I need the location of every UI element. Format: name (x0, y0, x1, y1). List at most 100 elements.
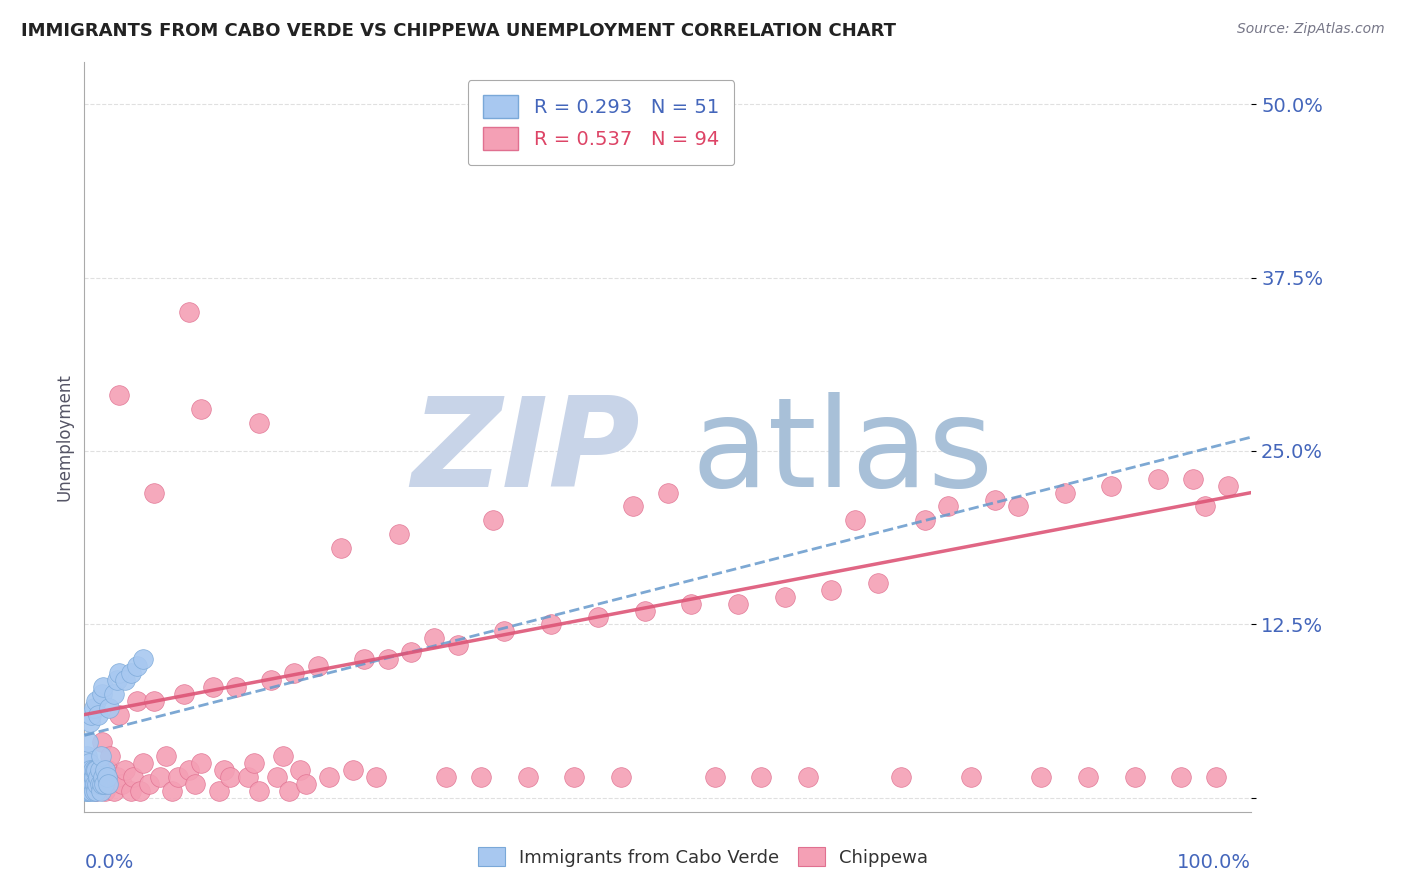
Text: Source: ZipAtlas.com: Source: ZipAtlas.com (1237, 22, 1385, 37)
Point (890, 770, 912, 784)
Point (86, 777, 108, 791)
Point (1147, 472, 1170, 486)
Point (844, 513, 866, 527)
Point (103, 784, 125, 798)
Point (79, 777, 101, 791)
Point (423, 632, 446, 646)
Point (290, 763, 312, 777)
Text: atlas: atlas (692, 392, 993, 513)
Point (111, 777, 134, 791)
Point (79, 714, 101, 729)
Point (318, 770, 340, 784)
Point (77, 770, 100, 784)
Point (89, 763, 111, 777)
Point (132, 652, 155, 666)
Text: 0.0%: 0.0% (84, 854, 134, 872)
Point (77, 784, 100, 798)
Point (271, 749, 294, 764)
Point (249, 416, 271, 430)
Point (79, 777, 101, 791)
Point (90, 749, 112, 764)
Point (76, 784, 98, 798)
Point (1053, 485, 1076, 500)
Point (108, 665, 131, 680)
Point (470, 770, 492, 784)
Point (1170, 770, 1192, 784)
Point (80, 770, 103, 784)
Point (330, 541, 353, 555)
Point (633, 603, 655, 617)
Point (83, 700, 105, 714)
Point (242, 756, 264, 771)
Point (377, 652, 399, 666)
Point (83, 770, 105, 784)
Point (434, 770, 457, 784)
Point (97, 700, 120, 714)
Point (207, 784, 229, 798)
Point (773, 590, 796, 604)
Point (184, 777, 207, 791)
Point (79, 763, 101, 777)
Point (797, 770, 820, 784)
Point (122, 770, 145, 784)
Point (447, 638, 470, 652)
Point (90, 784, 112, 798)
Point (236, 770, 259, 784)
Point (1181, 472, 1204, 486)
Point (610, 770, 633, 784)
Point (1216, 478, 1239, 492)
Point (103, 687, 125, 701)
Point (160, 784, 183, 798)
Point (1194, 500, 1216, 514)
Point (277, 784, 299, 798)
Point (283, 665, 305, 680)
Point (225, 680, 247, 694)
Point (201, 680, 224, 694)
Point (219, 770, 242, 784)
Point (97, 763, 120, 777)
Point (108, 707, 131, 722)
Point (295, 777, 318, 791)
Point (96, 770, 118, 784)
Point (1077, 770, 1099, 784)
Text: 100.0%: 100.0% (1177, 854, 1251, 872)
Point (681, 597, 703, 611)
Point (1031, 770, 1053, 784)
Legend: R = 0.293   N = 51, R = 0.537   N = 94: R = 0.293 N = 51, R = 0.537 N = 94 (468, 79, 734, 165)
Point (83, 777, 105, 791)
Point (90, 687, 112, 701)
Point (1205, 770, 1227, 784)
Point (481, 513, 505, 527)
Point (82, 763, 104, 777)
Point (125, 659, 148, 673)
Point (93, 777, 115, 791)
Point (1123, 770, 1146, 784)
Point (91, 680, 114, 694)
Point (260, 673, 283, 687)
Point (388, 527, 411, 541)
Point (84, 763, 107, 777)
Point (76, 770, 98, 784)
Point (108, 388, 131, 402)
Point (120, 784, 142, 798)
Point (84, 784, 107, 798)
Point (564, 770, 586, 784)
Point (138, 777, 160, 791)
Point (87, 770, 110, 784)
Point (214, 763, 236, 777)
Point (94, 763, 117, 777)
Point (77, 756, 100, 771)
Point (179, 763, 201, 777)
Point (149, 770, 172, 784)
Point (621, 500, 644, 514)
Point (366, 770, 388, 784)
Point (75, 784, 97, 798)
Point (727, 597, 749, 611)
Point (125, 694, 148, 708)
Point (190, 756, 212, 771)
Point (143, 485, 166, 500)
Point (307, 659, 329, 673)
Point (90, 735, 112, 749)
Point (866, 575, 889, 590)
Point (173, 687, 195, 701)
